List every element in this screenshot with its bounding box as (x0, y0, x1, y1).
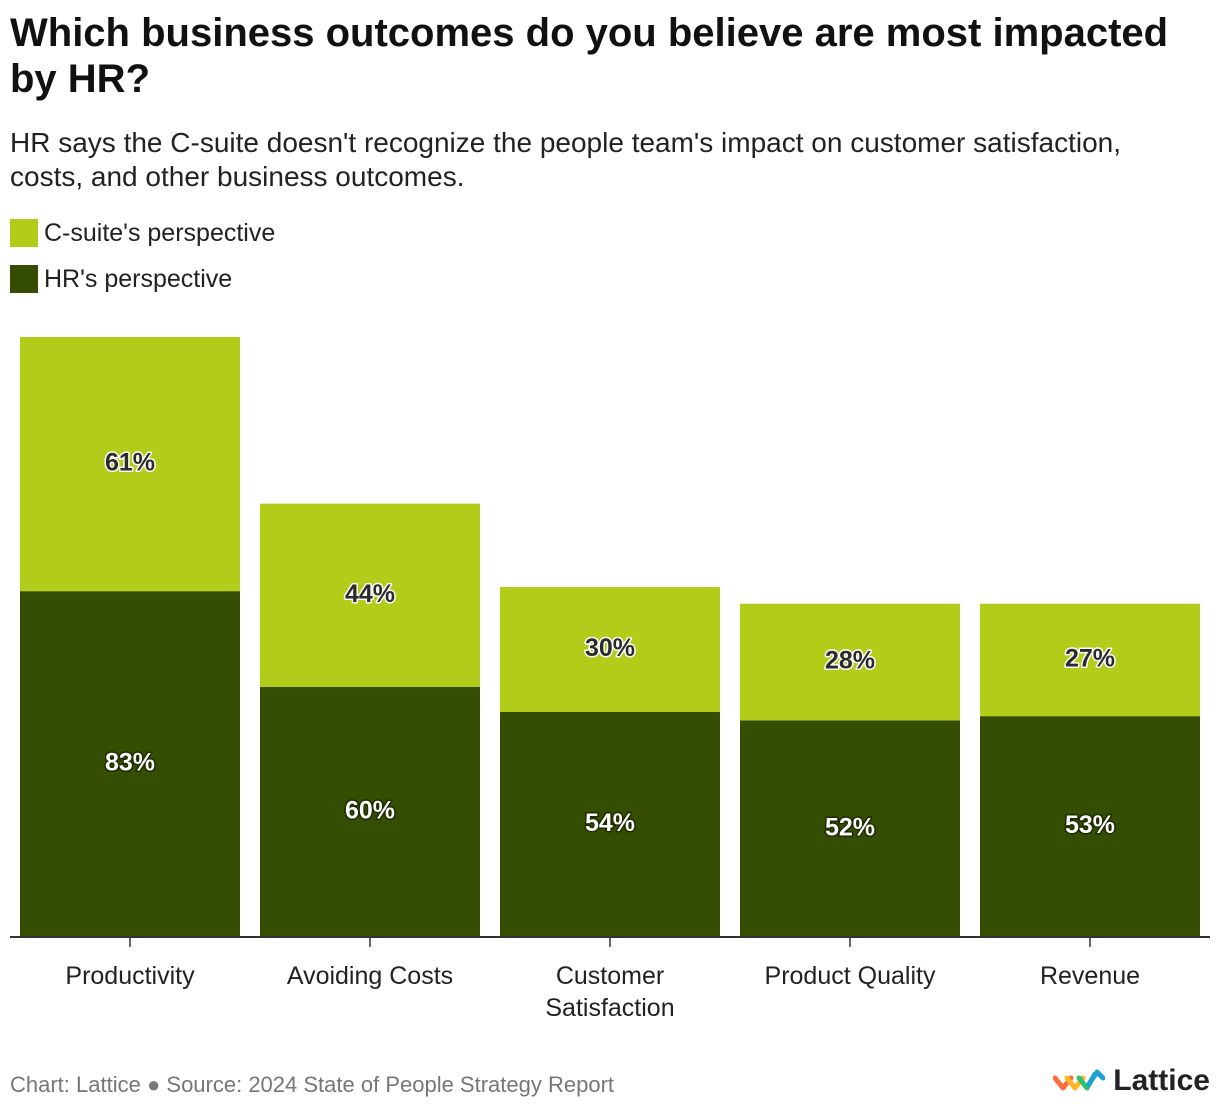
logo-text: Lattice (1113, 1064, 1210, 1097)
bar-hr-0 (20, 591, 240, 937)
footer-credit: Chart: Lattice (10, 1072, 141, 1097)
legend-swatch-hr (10, 265, 38, 293)
legend-label-hr: HR's perspective (44, 264, 233, 293)
bar-label-hr-4: 53% (1065, 811, 1115, 839)
stacked-bar-chart: 83% 61% Productivity 60% 44% Avoiding Costs 54… (10, 337, 1210, 1022)
legend-item-hr: HR's perspective (10, 264, 275, 294)
bar-csuite-3 (740, 603, 960, 721)
lattice-logo: Lattice (1053, 1064, 1210, 1098)
legend-swatch-csuite (10, 219, 38, 247)
bar-label-hr-3: 52% (825, 813, 875, 841)
bar-label-csuite-1: 44% (345, 580, 395, 608)
bar-label-hr-2: 54% (585, 809, 635, 837)
bar-label-csuite-3: 28% (825, 647, 875, 675)
x-tick-label-0: Productivity (65, 962, 195, 990)
bar-hr-3 (740, 720, 960, 937)
x-tick-label-1: Avoiding Costs (287, 962, 453, 990)
footer: Chart: Lattice ● Source: 2024 State of P… (10, 1072, 614, 1098)
chart-subtitle: HR says the C-suite doesn't recognize th… (10, 127, 1122, 192)
bar-hr-4 (980, 716, 1200, 937)
bar-label-csuite-0: 61% (105, 449, 155, 477)
x-tick-label-3: Product Quality (765, 962, 936, 990)
bar-label-csuite-4: 27% (1065, 645, 1115, 673)
footer-separator: ● (146, 1072, 161, 1097)
legend: C-suite's perspective HR's perspective (10, 218, 275, 310)
bar-label-hr-0: 83% (105, 749, 155, 777)
x-tick-label-2: Customer Satisfaction (545, 962, 674, 1022)
bar-csuite-4 (980, 603, 1200, 717)
bar-hr-2 (500, 712, 720, 937)
bar-label-hr-1: 60% (345, 797, 395, 825)
x-tick-label-4: Revenue (1040, 962, 1140, 990)
bar-label-csuite-2: 30% (585, 634, 635, 662)
bar-csuite-0 (20, 337, 240, 592)
legend-label-csuite: C-suite's perspective (44, 218, 276, 247)
bar-csuite-1 (260, 503, 480, 687)
footer-source: Source: 2024 State of People Strategy Re… (166, 1072, 615, 1097)
legend-item-csuite: C-suite's perspective (10, 218, 275, 248)
lattice-logo-icon (1053, 1069, 1106, 1091)
bar-hr-1 (260, 687, 480, 937)
chart-title: Which business outcomes do you believe a… (10, 11, 1169, 101)
bar-csuite-2 (500, 587, 720, 712)
